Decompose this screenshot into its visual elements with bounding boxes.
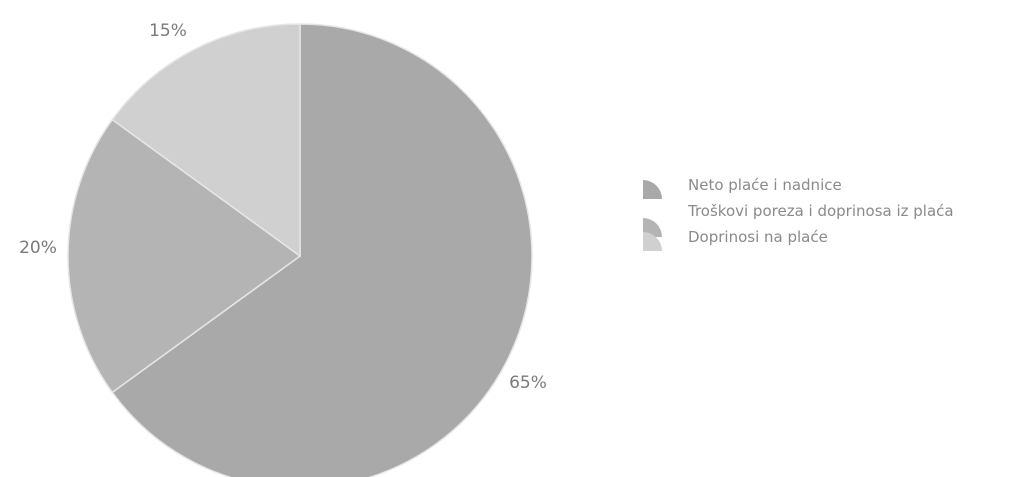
- legend-item-doprinosi: Doprinosi na plaće: [642, 228, 1012, 251]
- pie-slice-doprinosi: [111, 23, 301, 258]
- legend-swatch-doprinosi: [643, 232, 662, 251]
- legend-label-doprinosi: Doprinosi na plaće: [688, 228, 828, 246]
- legend-swatch-troskovi: [643, 218, 662, 237]
- pie-slice-troskovi: [67, 118, 302, 394]
- legend-label-troskovi: Troškovi poreza i doprinosa iz plaća: [688, 202, 954, 220]
- legend: Neto plaće i nadnice Troškovi poreza i d…: [642, 176, 1012, 254]
- pie-slice-neto: [111, 23, 533, 477]
- legend-swatch-neto: [643, 180, 662, 199]
- legend-label-neto: Neto plaće i nadnice: [688, 176, 842, 194]
- slice-label-neto: 65%: [509, 373, 547, 393]
- legend-item-neto: Neto plaće i nadnice: [642, 176, 1012, 199]
- slice-label-troskovi: 20%: [19, 238, 57, 258]
- legend-item-troskovi: Troškovi poreza i doprinosa iz plaća: [642, 202, 1012, 237]
- slice-label-doprinosi: 15%: [149, 21, 187, 41]
